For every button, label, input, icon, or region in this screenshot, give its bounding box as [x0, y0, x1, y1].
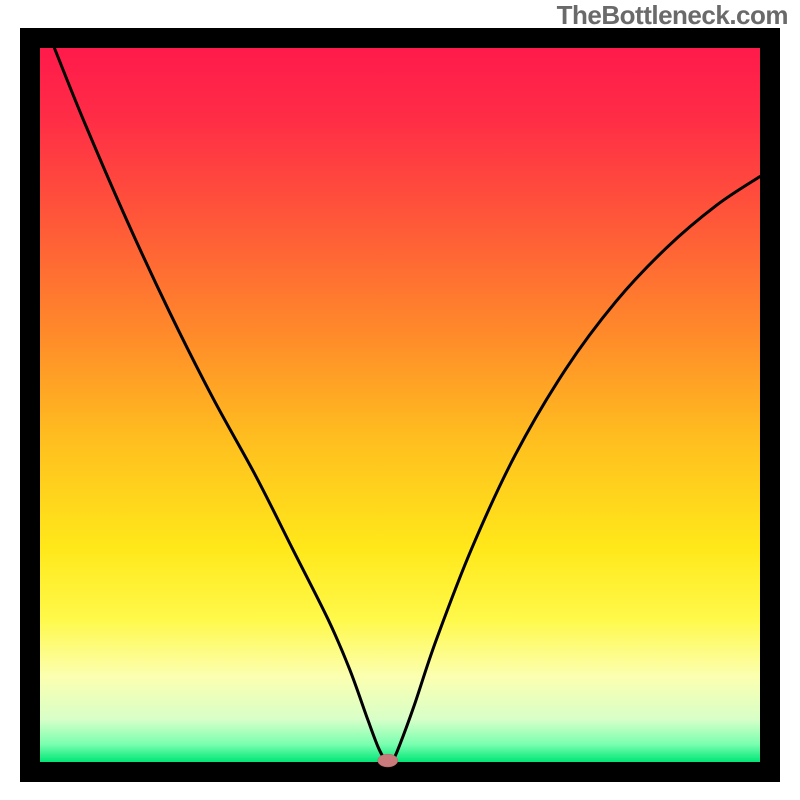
bottleneck-chart: [0, 0, 800, 800]
optimum-marker: [378, 754, 398, 767]
watermark-text: TheBottleneck.com: [557, 0, 788, 31]
plot-background: [40, 48, 760, 762]
chart-container: TheBottleneck.com: [0, 0, 800, 800]
